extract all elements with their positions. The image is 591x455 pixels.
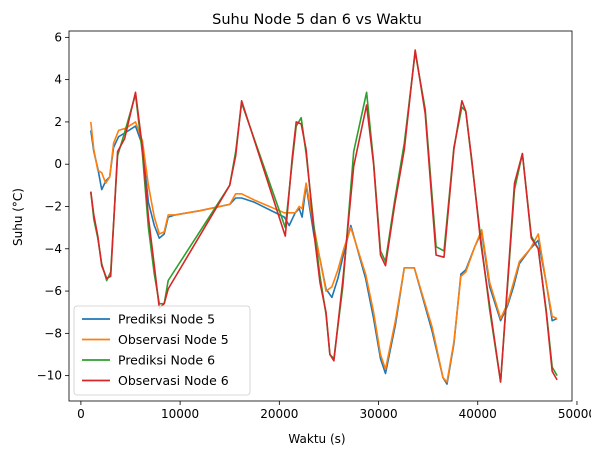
x-tick-label: 20000	[260, 407, 298, 421]
series-line-4	[90, 49, 558, 383]
x-tick-label: 40000	[459, 407, 497, 421]
chart-title: Suhu Node 5 dan 6 vs Waktu	[212, 12, 422, 28]
plot-area	[90, 49, 558, 385]
y-tick-label: 6	[54, 30, 62, 44]
y-tick-label: −6	[44, 284, 62, 298]
legend-entry: Observasi Node 5	[118, 332, 229, 347]
y-tick-label: −10	[37, 369, 62, 383]
y-tick-label: −4	[44, 242, 62, 256]
y-tick-label: −8	[44, 326, 62, 340]
legend-box	[73, 305, 251, 396]
y-tick-label: −2	[44, 199, 62, 213]
y-axis: −10 −8 −6 −4 −2 0 2 4 6	[37, 30, 69, 383]
legend-entry: Prediksi Node 6	[118, 353, 215, 368]
legend-entry: Observasi Node 6	[118, 373, 229, 388]
x-tick-label: 50000	[558, 407, 591, 421]
x-tick-label: 30000	[359, 407, 397, 421]
y-tick-label: 4	[54, 73, 62, 87]
x-axis: 0 10000 20000 30000 40000 50000	[77, 401, 591, 421]
y-tick-label: 2	[54, 115, 62, 129]
axes-frame	[68, 30, 573, 402]
x-tick-label: 10000	[161, 407, 199, 421]
x-tick-label: 0	[77, 407, 85, 421]
y-axis-label: Suhu (°C)	[11, 188, 25, 246]
legend: Prediksi Node 5 Observasi Node 5 Prediksi …	[73, 305, 251, 396]
legend-entry: Prediksi Node 5	[118, 312, 215, 327]
x-axis-label: Waktu (s)	[288, 432, 345, 446]
y-tick-label: 0	[54, 157, 62, 171]
